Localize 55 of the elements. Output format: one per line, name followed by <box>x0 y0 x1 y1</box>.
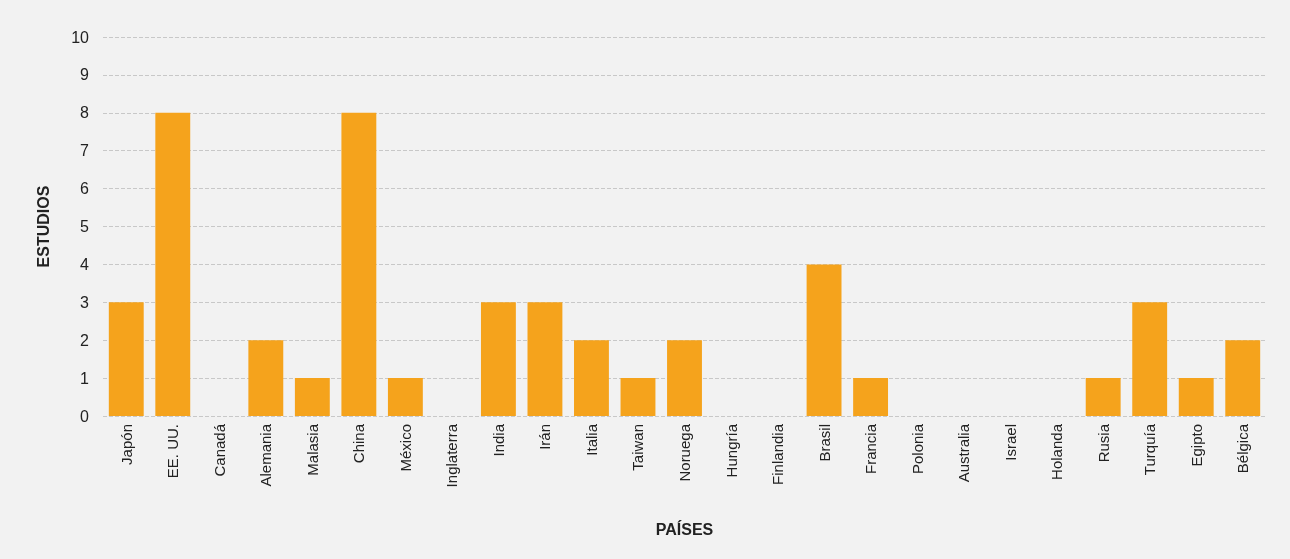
x-tick-label: Egipto <box>1187 424 1205 467</box>
y-tick-label: 3 <box>80 293 90 311</box>
x-tick-label: Malasia <box>303 423 321 476</box>
bar <box>1225 340 1261 416</box>
x-tick-label: Noruega <box>676 423 693 482</box>
bar <box>806 264 842 416</box>
x-tick-label: Japón <box>117 424 135 465</box>
x-tick-label: Finlandia <box>769 423 787 485</box>
bar <box>574 340 609 416</box>
bar <box>108 302 144 416</box>
bar <box>480 302 516 416</box>
x-tick-label: EE. UU. <box>164 424 182 479</box>
y-tick-label: 1 <box>80 369 90 387</box>
bar <box>387 378 423 416</box>
x-tick-label: Holanda <box>1048 423 1066 480</box>
y-tick-label: 6 <box>80 180 90 198</box>
bar <box>853 378 889 416</box>
y-tick-label: 0 <box>80 407 90 425</box>
bar <box>248 340 284 416</box>
x-tick-label: Francia <box>862 423 880 475</box>
y-tick-label: 9 <box>80 66 90 84</box>
x-tick-label: Canadá <box>210 423 228 477</box>
x-tick-label: Taiwan <box>629 424 647 471</box>
x-tick-label: Rusia <box>1094 423 1112 463</box>
bar <box>620 378 656 416</box>
y-axis-title: ESTUDIOS <box>34 185 52 268</box>
bar <box>1085 378 1121 416</box>
x-axis-title: PAÍSES <box>655 519 714 538</box>
bar <box>1178 378 1214 416</box>
x-tick-label: Alemania <box>257 423 275 487</box>
y-tick-label: 7 <box>80 142 90 160</box>
x-tick-label: Irán <box>536 424 554 450</box>
x-tick-label: Inglaterra <box>443 423 461 488</box>
bar <box>527 302 563 416</box>
bar <box>1132 302 1168 416</box>
bar <box>155 112 191 416</box>
x-tick-label: Israel <box>1001 424 1019 461</box>
x-tick-label: Polonia <box>908 423 926 475</box>
y-tick-label: 2 <box>80 331 90 349</box>
x-tick-label: Brasil <box>815 424 833 462</box>
x-tick-label: Bélgica <box>1234 423 1252 474</box>
y-tick-label: 5 <box>80 218 90 235</box>
y-tick-label: 10 <box>71 28 90 46</box>
x-tick-label: China <box>350 423 368 464</box>
x-tick-label: Turquía <box>1141 423 1159 476</box>
bar <box>294 378 330 416</box>
x-tick-label: México <box>396 424 414 472</box>
x-tick-label: Australia <box>955 423 973 483</box>
bar <box>341 112 377 416</box>
bar <box>667 340 702 416</box>
x-tick-label: Hungría <box>722 423 740 478</box>
x-tick-label: India <box>489 423 507 457</box>
y-tick-label: 8 <box>80 104 90 122</box>
y-tick-label: 4 <box>80 255 90 273</box>
x-tick-label: Italia <box>582 423 600 456</box>
